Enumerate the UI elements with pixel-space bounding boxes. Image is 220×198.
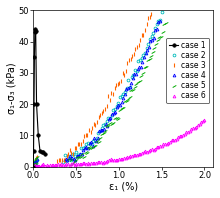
case 3 <box>139 39 141 42</box>
case 5 <box>155 43 157 46</box>
case 6 <box>77 163 79 165</box>
case 2 <box>114 108 116 110</box>
case 6 <box>106 160 109 163</box>
case 1 <box>32 150 35 152</box>
case 2 <box>77 153 79 156</box>
case 3 <box>67 153 70 155</box>
case 5 <box>120 107 123 109</box>
case 3 <box>105 105 108 107</box>
case 1 <box>35 103 38 105</box>
case 3 <box>147 17 150 19</box>
case 4 <box>32 162 35 164</box>
case 6 <box>192 127 194 130</box>
case 3 <box>32 165 35 168</box>
case 6 <box>32 165 35 168</box>
case 6 <box>150 148 153 150</box>
Legend: case 1, case 2, case 3, case 4, case 5, case 6: case 1, case 2, case 3, case 4, case 5, … <box>166 38 209 103</box>
X-axis label: ε₁ (%): ε₁ (%) <box>108 181 138 191</box>
case 6 <box>203 119 206 121</box>
case 2 <box>32 164 35 167</box>
case 5 <box>32 163 35 165</box>
case 1 <box>42 151 45 154</box>
case 6 <box>111 159 114 162</box>
case 3 <box>69 148 71 151</box>
case 2 <box>160 10 163 13</box>
case 1 <box>33 31 36 33</box>
case 1 <box>40 151 43 154</box>
case 2 <box>97 132 99 135</box>
case 5 <box>165 22 167 24</box>
case 3 <box>150 12 153 15</box>
Line: case 2: case 2 <box>32 10 163 168</box>
case 4 <box>32 165 35 168</box>
case 1 <box>44 153 46 155</box>
case 5 <box>102 132 105 134</box>
Line: case 1: case 1 <box>31 28 47 168</box>
case 1 <box>34 28 37 30</box>
Line: case 3: case 3 <box>31 12 153 168</box>
case 5 <box>119 109 121 111</box>
case 4 <box>77 155 80 157</box>
Line: case 6: case 6 <box>32 119 206 168</box>
case 2 <box>32 165 35 168</box>
case 4 <box>79 153 81 156</box>
case 1 <box>33 103 35 105</box>
case 1 <box>32 165 35 168</box>
case 4 <box>159 20 161 23</box>
case 5 <box>82 155 85 158</box>
case 4 <box>98 130 101 133</box>
case 1 <box>34 30 37 32</box>
case 1 <box>37 134 40 136</box>
case 3 <box>104 108 106 110</box>
Y-axis label: σ₁-σ₃ (kPa): σ₁-σ₃ (kPa) <box>7 63 17 114</box>
Line: case 4: case 4 <box>32 20 161 168</box>
case 4 <box>149 40 152 42</box>
case 6 <box>198 123 201 125</box>
case 4 <box>114 111 117 113</box>
Line: case 5: case 5 <box>31 21 168 168</box>
case 2 <box>75 151 78 154</box>
case 5 <box>81 153 84 156</box>
case 1 <box>39 150 41 152</box>
case 1 <box>33 56 36 58</box>
case 4 <box>116 106 118 108</box>
case 2 <box>150 35 153 37</box>
case 5 <box>32 165 35 168</box>
case 2 <box>115 105 118 107</box>
